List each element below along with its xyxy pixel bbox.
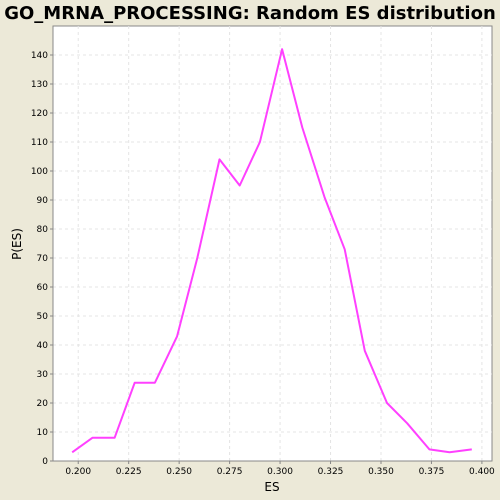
y-tick-label: 50 <box>37 312 49 322</box>
x-tick-label: 0.300 <box>267 467 293 477</box>
tick-labels: 0.200 0.225 0.250 0.275 0.300 0.325 0.350 0.375… <box>31 51 495 477</box>
y-tick-label: 90 <box>37 196 49 206</box>
y-tick-label: 70 <box>37 254 49 264</box>
y-axis-label: P(ES) <box>10 228 24 260</box>
axes <box>50 26 492 464</box>
y-tick-label: 20 <box>37 399 49 409</box>
y-tick-label: 80 <box>37 225 49 235</box>
chart-title: GO_MRNA_PROCESSING: Random ES distributi… <box>4 3 496 24</box>
plot-area <box>52 25 493 462</box>
x-axis-label: ES <box>264 480 279 494</box>
y-tick-label: 100 <box>31 167 48 177</box>
x-tick-label: 0.325 <box>318 467 344 477</box>
y-tick-label: 140 <box>31 51 48 61</box>
x-tick-label: 0.200 <box>65 467 91 477</box>
x-tick-label: 0.225 <box>116 467 142 477</box>
x-tick-label: 0.400 <box>469 467 495 477</box>
y-tick-label: 60 <box>37 283 49 293</box>
x-tick-label: 0.250 <box>166 467 192 477</box>
y-tick-label: 40 <box>37 341 49 351</box>
y-tick-label: 110 <box>31 138 48 148</box>
x-tick-label: 0.275 <box>217 467 243 477</box>
x-tick-label: 0.375 <box>419 467 445 477</box>
x-tick-label: 0.350 <box>368 467 394 477</box>
y-tick-label: 120 <box>31 109 48 119</box>
y-tick-label: 30 <box>37 370 49 380</box>
series-layer <box>71 48 472 454</box>
y-tick-label: 130 <box>31 80 48 90</box>
y-tick-label: 0 <box>42 457 48 467</box>
y-tick-label: 10 <box>37 428 49 438</box>
series-line <box>71 48 472 454</box>
